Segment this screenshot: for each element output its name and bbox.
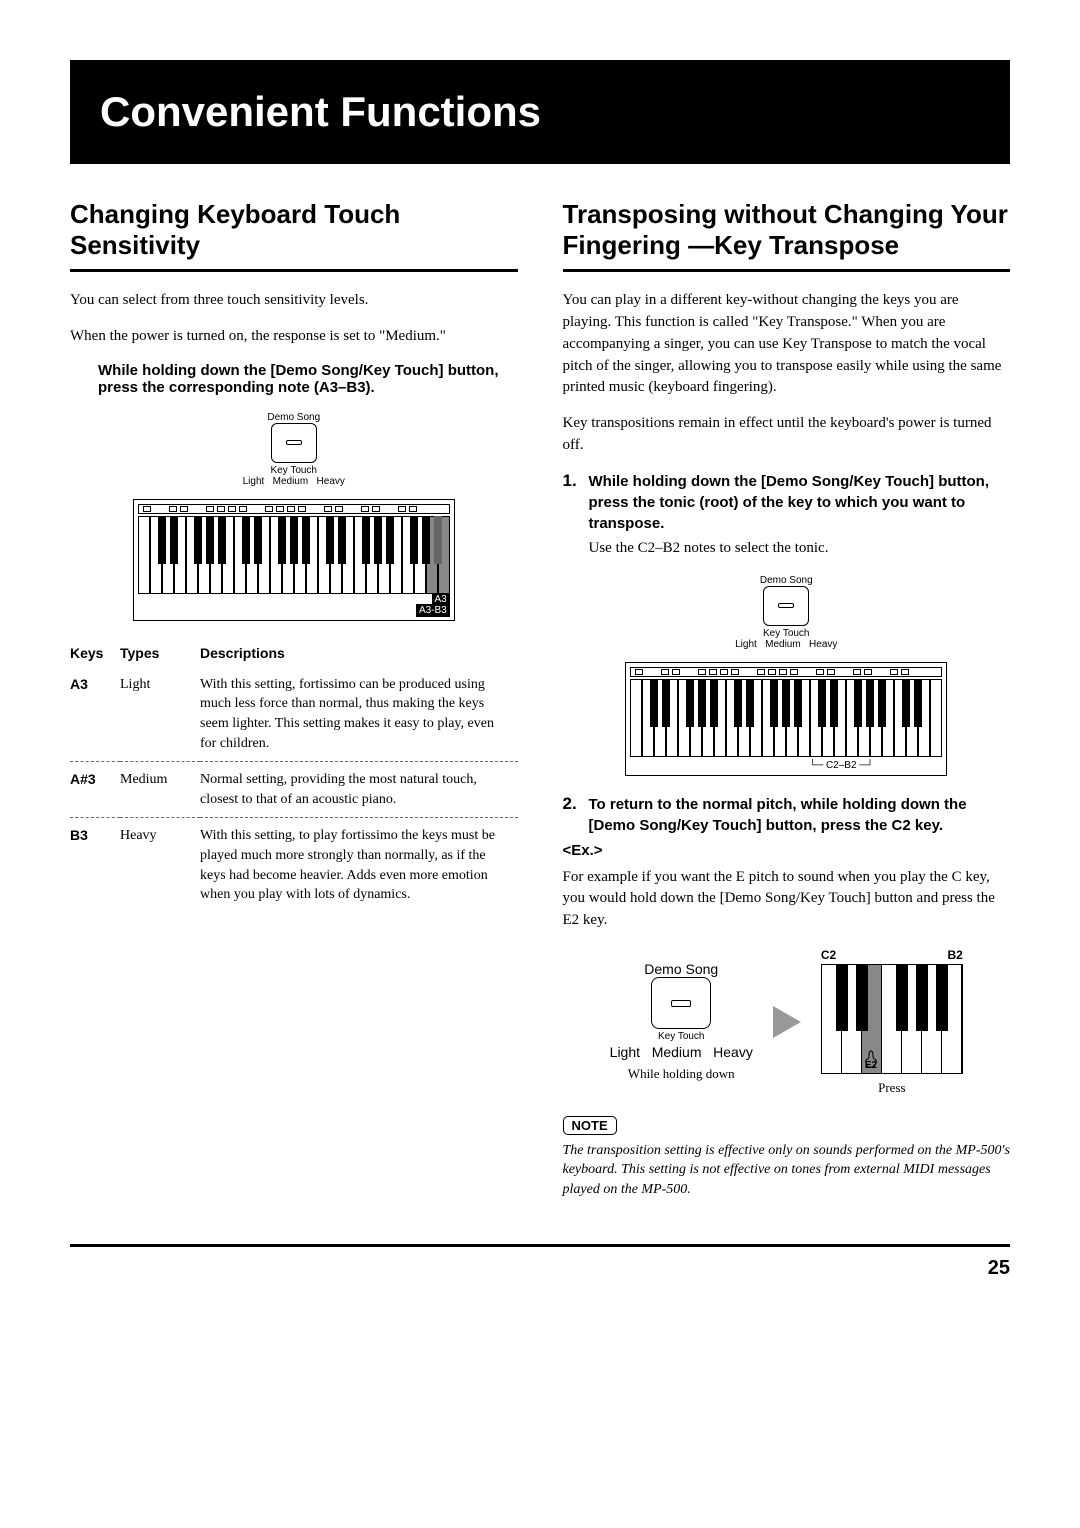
page-number: 25 [988,1257,1010,1279]
key-label-a3b3: A3-B3 [416,604,450,617]
note-block: NOTE The transposition setting is effect… [563,1116,1011,1200]
keyboard-octave-diagram: C2 B2 E2 [821,948,963,1096]
left-column: Changing Keyboard Touch Sensitivity You … [70,199,518,1214]
note-label: NOTE [563,1116,617,1135]
example-heading: <Ex.> [563,842,1011,859]
right-column: Transposing without Changing Your Finger… [563,199,1011,1214]
para-touch-2: When the power is turned on, the respons… [70,326,518,348]
chapter-title-bar: Convenient Functions [70,60,1010,164]
arrow-icon [773,1006,801,1038]
table-row: A3 Light With this setting, fortissimo c… [70,667,518,762]
key-range-label: C2–B2 [826,760,857,771]
demo-song-button-diagram: Demo Song Key Touch Light Medium Heavy [243,412,345,487]
caption-hold: While holding down [610,1066,753,1082]
col-desc: Descriptions [200,639,518,667]
page-footer: 25 [70,1244,1010,1280]
para-touch-1: You can select from three touch sensitiv… [70,290,518,312]
keyboard-diagram-transpose: └─ C2–B2 ─┘ [625,662,947,776]
caption-press: Press [821,1080,963,1096]
step-number: 1. [563,471,589,559]
step-body: While holding down the [Demo Song/Key To… [589,471,1011,559]
instruction-touch: While holding down the [Demo Song/Key To… [98,362,518,396]
finger-icon [864,1049,878,1069]
example-text: For example if you want the E pitch to s… [563,867,1011,932]
para-transpose-2: Key transpositions remain in effect unti… [563,413,1011,457]
para-transpose-1: You can play in a different key-without … [563,290,1011,399]
content-columns: Changing Keyboard Touch Sensitivity You … [70,199,1010,1214]
touch-sensitivity-table: Keys Types Descriptions A3 Light With th… [70,639,518,913]
keyboard-diagram-touch: A3 A3-B3 [133,499,455,621]
note-text: The transposition setting is effective o… [563,1141,1011,1200]
demo-song-button-diagram: Demo Song Key Touch Light Medium Heavy [735,575,837,650]
table-row: B3 Heavy With this setting, to play fort… [70,818,518,913]
key-label-c2: C2 [821,948,836,962]
example-figure: Demo Song Key Touch Light Medium Heavy W… [563,948,1011,1096]
table-header-row: Keys Types Descriptions [70,639,518,667]
col-keys: Keys [70,639,120,667]
key-label-b2: B2 [948,948,963,962]
table-row: A#3 Medium Normal setting, providing the… [70,762,518,818]
col-types: Types [120,639,200,667]
chapter-title: Convenient Functions [100,88,1010,136]
section-heading-transpose: Transposing without Changing Your Finger… [563,199,1011,272]
step-number: 2. [563,794,589,836]
step-2: 2. To return to the normal pitch, while … [563,794,1011,836]
figure-touch-keyboard: Demo Song Key Touch Light Medium Heavy [70,412,518,621]
figure-transpose-keyboard: Demo Song Key Touch Light Medium Heavy [563,575,1011,776]
demo-song-button-large: Demo Song Key Touch Light Medium Heavy W… [610,961,753,1082]
step-body: To return to the normal pitch, while hol… [589,794,1011,836]
section-heading-touch: Changing Keyboard Touch Sensitivity [70,199,518,272]
step-1: 1. While holding down the [Demo Song/Key… [563,471,1011,559]
